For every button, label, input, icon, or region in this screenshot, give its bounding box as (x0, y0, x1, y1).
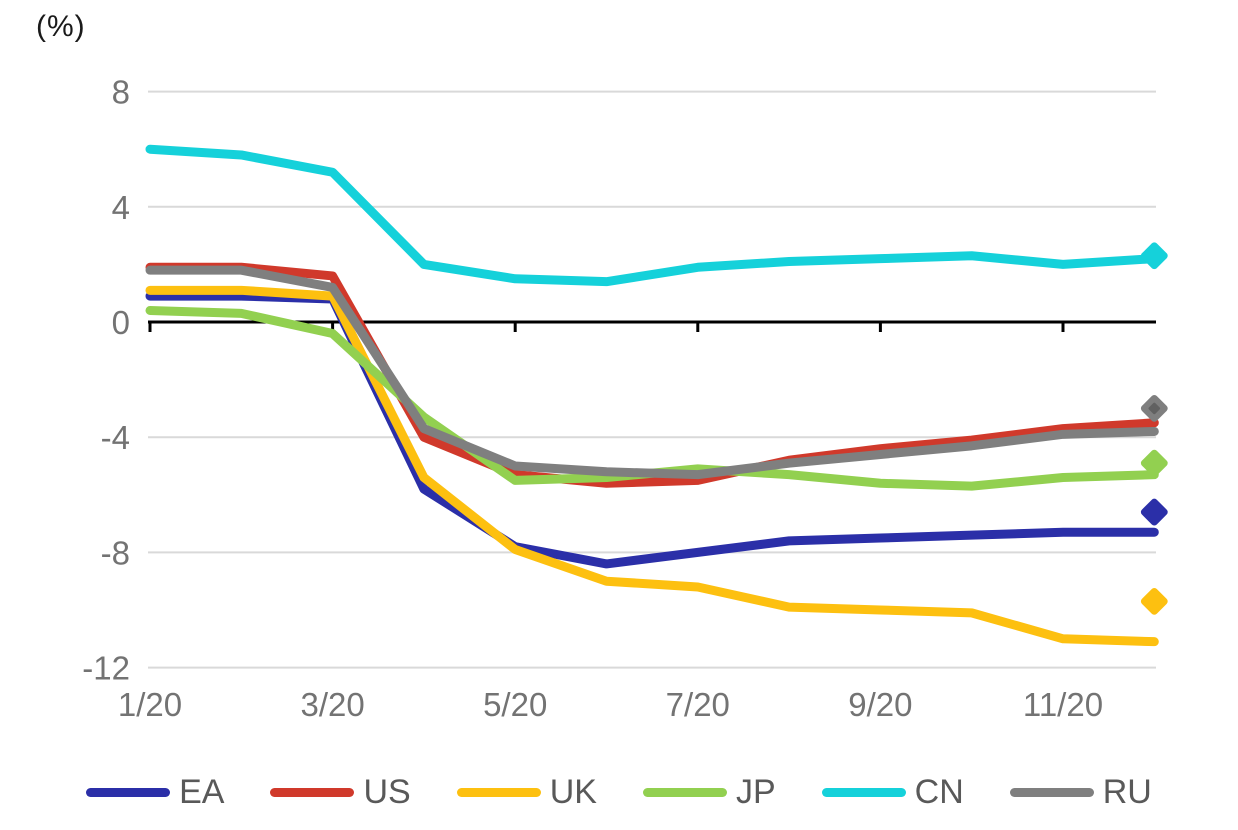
latest-diamond-jp (1140, 449, 1168, 477)
y-tick-label: 8 (112, 74, 130, 111)
diamond-shape (1140, 242, 1168, 270)
legend-swatch-us (270, 787, 355, 797)
legend-item-jp: JP (642, 773, 776, 811)
legend-item-ru: RU (1009, 773, 1152, 811)
legend-label-ea: EA (179, 773, 225, 811)
x-tick-label: 3/20 (300, 686, 364, 723)
y-axis-unit-label: (%) (36, 10, 86, 43)
y-tick-label: -8 (101, 534, 130, 571)
x-tick-label: 7/20 (666, 686, 730, 723)
x-tick-label: 1/20 (118, 686, 182, 723)
latest-diamond-ru (1140, 395, 1168, 422)
series-line-jp (145, 305, 1159, 491)
legend-label-jp: JP (735, 773, 776, 811)
legend-swatch-ru (1009, 787, 1094, 797)
y-tick-label: 0 (112, 304, 130, 341)
plot-area: 8 4 0 -4 -8 -121/20 3/20 5/20 7/20 9/20 11/20 (82, 74, 1168, 723)
diamond-inner-shape (1148, 402, 1161, 415)
legend-swatch-ea (86, 787, 171, 797)
x-tick-label: 11/20 (1023, 686, 1103, 723)
latest-diamond-ea (1140, 498, 1168, 526)
series-line-uk (145, 285, 1159, 647)
y-tick-label: -12 (82, 650, 130, 687)
series-line-ea (145, 291, 1159, 569)
x-tick-label: 9/20 (848, 686, 912, 723)
legend-item-us: US (270, 773, 411, 811)
x-tick-label: 5/20 (483, 686, 547, 723)
legend-swatch-uk (456, 787, 541, 797)
series-line-cn (145, 144, 1159, 287)
legend-swatch-cn (821, 787, 906, 797)
diamond-shape (1140, 587, 1168, 615)
legend-item-cn: CN (821, 773, 964, 811)
diamond-shape (1140, 449, 1168, 477)
latest-diamond-cn (1140, 242, 1168, 270)
legend-label-cn: CN (914, 773, 964, 811)
series-line-us (145, 262, 1159, 488)
y-tick-label: 4 (112, 189, 130, 226)
y-tick-label: -4 (101, 419, 130, 456)
legend-label-ru: RU (1102, 773, 1152, 811)
legend-label-us: US (363, 773, 411, 811)
diamond-shape (1140, 498, 1168, 526)
legend-item-uk: UK (456, 773, 597, 811)
chart-legend: EA US UK JP CN RU (0, 770, 1238, 814)
legend-label-uk: UK (549, 773, 597, 811)
legend-item-ea: EA (86, 775, 224, 809)
latest-diamond-uk (1140, 587, 1168, 615)
series-line-ru (145, 265, 1159, 480)
legend-swatch-jp (642, 787, 727, 797)
